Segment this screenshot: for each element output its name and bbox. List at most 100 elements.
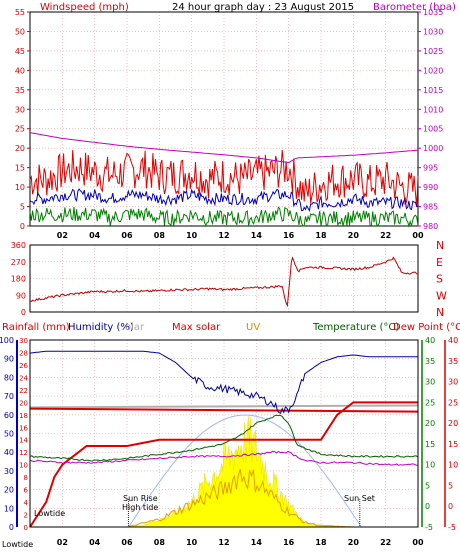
sunrise-label: Sun Rise: [123, 494, 158, 503]
p3-x-tick-label: 14: [251, 538, 263, 547]
y-right-tick-label: 1020: [423, 66, 443, 75]
x-tick-label: 16: [283, 231, 295, 240]
y-left-tick-label: 10: [15, 183, 25, 192]
rain-tick-label: 6: [24, 487, 29, 495]
dir-tick-label: 0: [21, 308, 26, 317]
y-right-tick-label: 1025: [423, 47, 443, 56]
barometer-label: Barometer (hpa): [373, 2, 456, 13]
compass-label: N: [436, 239, 444, 252]
dir-tick-label: 360: [11, 241, 26, 250]
plot-frame: [29, 11, 419, 227]
y-right-tick-label: 1035: [423, 8, 443, 17]
y-left-tick-label: 35: [15, 86, 25, 95]
y-left-tick-label: 40: [15, 66, 25, 75]
rain-tick-label: 24: [19, 374, 28, 382]
rain-tick-label: 28: [19, 349, 28, 357]
dir-frame: [29, 244, 419, 313]
chart-title: 24 hour graph day : 23 August 2015: [172, 2, 354, 13]
compass-label: W: [436, 289, 447, 302]
temp-tick-label: 30: [425, 378, 435, 387]
rain-tick-label: 0: [24, 524, 28, 532]
y-left-tick-label: 50: [15, 27, 25, 36]
y-left-tick-label: 15: [15, 164, 25, 173]
y-left-tick-label: 45: [15, 47, 25, 56]
dewpoint-tick-label: -5: [448, 523, 456, 532]
grey-solar-line: [29, 404, 419, 409]
max-solar-envelope: [128, 414, 362, 528]
rain-tick-label: 2: [24, 512, 28, 520]
rain-tick-label: 4: [24, 499, 29, 507]
x-tick-label: 10: [186, 231, 198, 240]
compass-label: S: [436, 273, 443, 286]
dir-tick-label: 180: [11, 275, 26, 284]
rain-tick-label: 14: [19, 437, 28, 445]
dir-tick-label: 270: [11, 258, 26, 267]
temp-tick-label: 20: [425, 419, 435, 428]
x-tick-label: 08: [154, 231, 166, 240]
y-left-tick-label: 30: [15, 105, 25, 114]
temperature-series: [29, 414, 419, 462]
humidity-tick-label: 60: [4, 411, 14, 420]
rainfall-label: Rainfall (mm): [2, 322, 70, 333]
p3-x-tick-label: 16: [283, 538, 295, 547]
rain-tick-label: 26: [19, 362, 28, 370]
p3-x-tick-label: 12: [218, 538, 229, 547]
p3-x-tick-label: 02: [57, 538, 68, 547]
humidity-tick-label: 80: [4, 373, 14, 382]
x-tick-label: 22: [380, 231, 391, 240]
rain-tick-label: 12: [19, 449, 28, 457]
y-right-tick-label: 990: [423, 183, 438, 192]
wind-lull-series: [29, 206, 419, 228]
rain-tick-label: 8: [24, 474, 28, 482]
y-right-tick-label: 1015: [423, 86, 443, 95]
wind-barometer-panel: 0510152025303540455055980985990995100010…: [15, 8, 444, 240]
p3-x-tick-label: 08: [154, 538, 166, 547]
rain-temp-panel: 0102030405060708090100024681012141618202…: [0, 336, 458, 547]
temp-tick-label: 35: [425, 357, 435, 366]
x-tick-label: 12: [218, 231, 229, 240]
y-right-tick-label: 1005: [423, 125, 443, 134]
humidity-tick-label: 90: [4, 355, 14, 364]
y-right-tick-label: 1030: [423, 27, 443, 36]
p3-x-tick-label: 00: [412, 538, 424, 547]
x-tick-label: 04: [89, 231, 101, 240]
dewpoint-tick-label: 40: [448, 336, 458, 345]
rain-tick-label: 10: [19, 462, 28, 470]
rain-tick-label: 16: [19, 424, 28, 432]
y-left-tick-label: 5: [20, 203, 25, 212]
dewpoint-series: [29, 450, 419, 466]
max-solar-line: [29, 407, 419, 413]
humidity-tick-label: 70: [4, 392, 14, 401]
y-right-tick-label: 985: [423, 203, 438, 212]
uv-label: UV: [246, 322, 260, 333]
wind-gust-series: [29, 150, 419, 207]
sunset-label: Sun Set: [344, 494, 375, 503]
p3-x-tick-label: 10: [186, 538, 198, 547]
x-tick-label: 18: [315, 231, 327, 240]
uv-series: [126, 468, 354, 528]
humidity-tick-label: 40: [4, 448, 14, 457]
barometer-series: [29, 132, 419, 164]
p3-x-tick-label: 04: [89, 538, 101, 547]
temp-tick-label: 10: [425, 461, 435, 470]
wind-direction-series: [29, 256, 419, 308]
rain-tick-label: 20: [19, 399, 28, 407]
p3-frame: [29, 339, 419, 528]
dewpoint-tick-label: 10: [448, 461, 458, 470]
p3-x-tick-label: 06: [121, 538, 133, 547]
y-left-tick-label: 25: [15, 125, 25, 134]
rain-tick-label: 22: [19, 387, 28, 395]
temp-tick-label: 5: [425, 481, 430, 490]
hightide-label: High tide: [122, 503, 158, 512]
x-tick-label: 14: [251, 231, 263, 240]
lowtide-label: Lowtide: [34, 509, 65, 518]
rain-tick-label: 18: [19, 412, 28, 420]
humidity-label: Humidity (%): [68, 322, 134, 333]
y-right-tick-label: 1010: [423, 105, 443, 114]
dewpoint-tick-label: 0: [448, 502, 453, 511]
dewpoint-tick-label: 35: [448, 357, 458, 366]
rain-series: [29, 401, 418, 528]
temp-tick-label: 25: [425, 398, 435, 407]
